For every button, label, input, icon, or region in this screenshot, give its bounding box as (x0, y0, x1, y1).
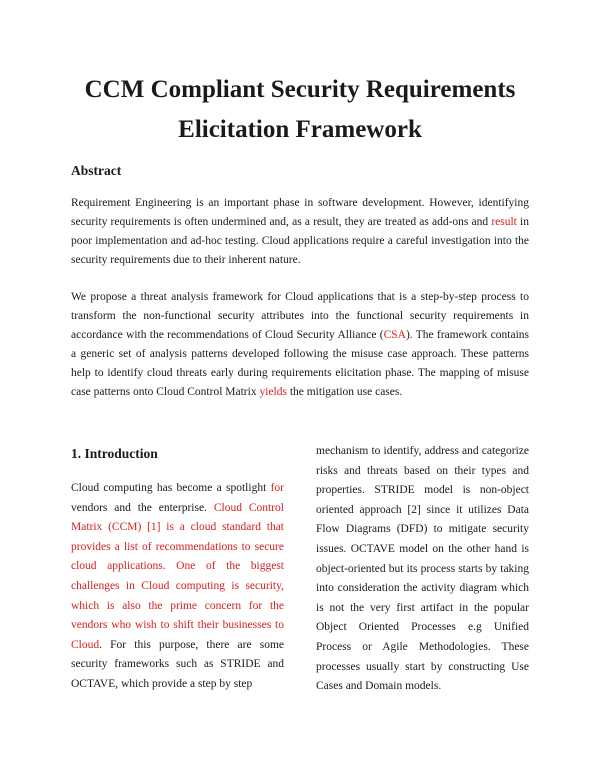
abstract-heading: Abstract (71, 163, 122, 178)
abstract-paragraph-1: Requirement Engineering is an important … (71, 194, 529, 270)
intro-left-highlight-for: for (270, 482, 284, 494)
paper-title: CCM Compliant Security Requirements Elic… (40, 70, 560, 150)
introduction-left-column: Cloud computing has become a spotlight f… (71, 479, 284, 695)
abstract-paragraph-2: We propose a threat analysis framework f… (71, 288, 529, 402)
abstract-p1-text-end: in poor implementation and ad-hoc testin… (71, 216, 529, 266)
abstract-p1-highlight: result (491, 216, 517, 228)
abstract-p1-text: Requirement Engineering is an important … (71, 197, 529, 228)
intro-left-text-mid: vendors and the enterprise. (71, 501, 214, 514)
intro-left-text: Cloud computing has become a spotlight (71, 482, 271, 494)
introduction-heading: 1. Introduction (71, 446, 158, 461)
abstract-p2-highlight-csa: CSA (383, 329, 406, 341)
introduction-right-column: mechanism to identify, address and categ… (316, 445, 529, 693)
abstract-p2-text-end: the mitigation use cases. (286, 386, 403, 398)
abstract-p2-text: We propose a threat analysis framework f… (71, 291, 529, 341)
title-line-2: Elicitation Framework (178, 116, 422, 143)
intro-left-highlight-ccm: Cloud Control Matrix (CCM) [1] is a clou… (71, 501, 284, 651)
title-line-1: CCM Compliant Security Requirements (84, 76, 516, 103)
abstract-p2-highlight-yields: yields (259, 386, 287, 398)
abstract-p2-text-mid: ). The framework contains a generic set … (71, 329, 529, 398)
intro-left-text-end: . For this purpose, there are some secur… (71, 638, 284, 690)
